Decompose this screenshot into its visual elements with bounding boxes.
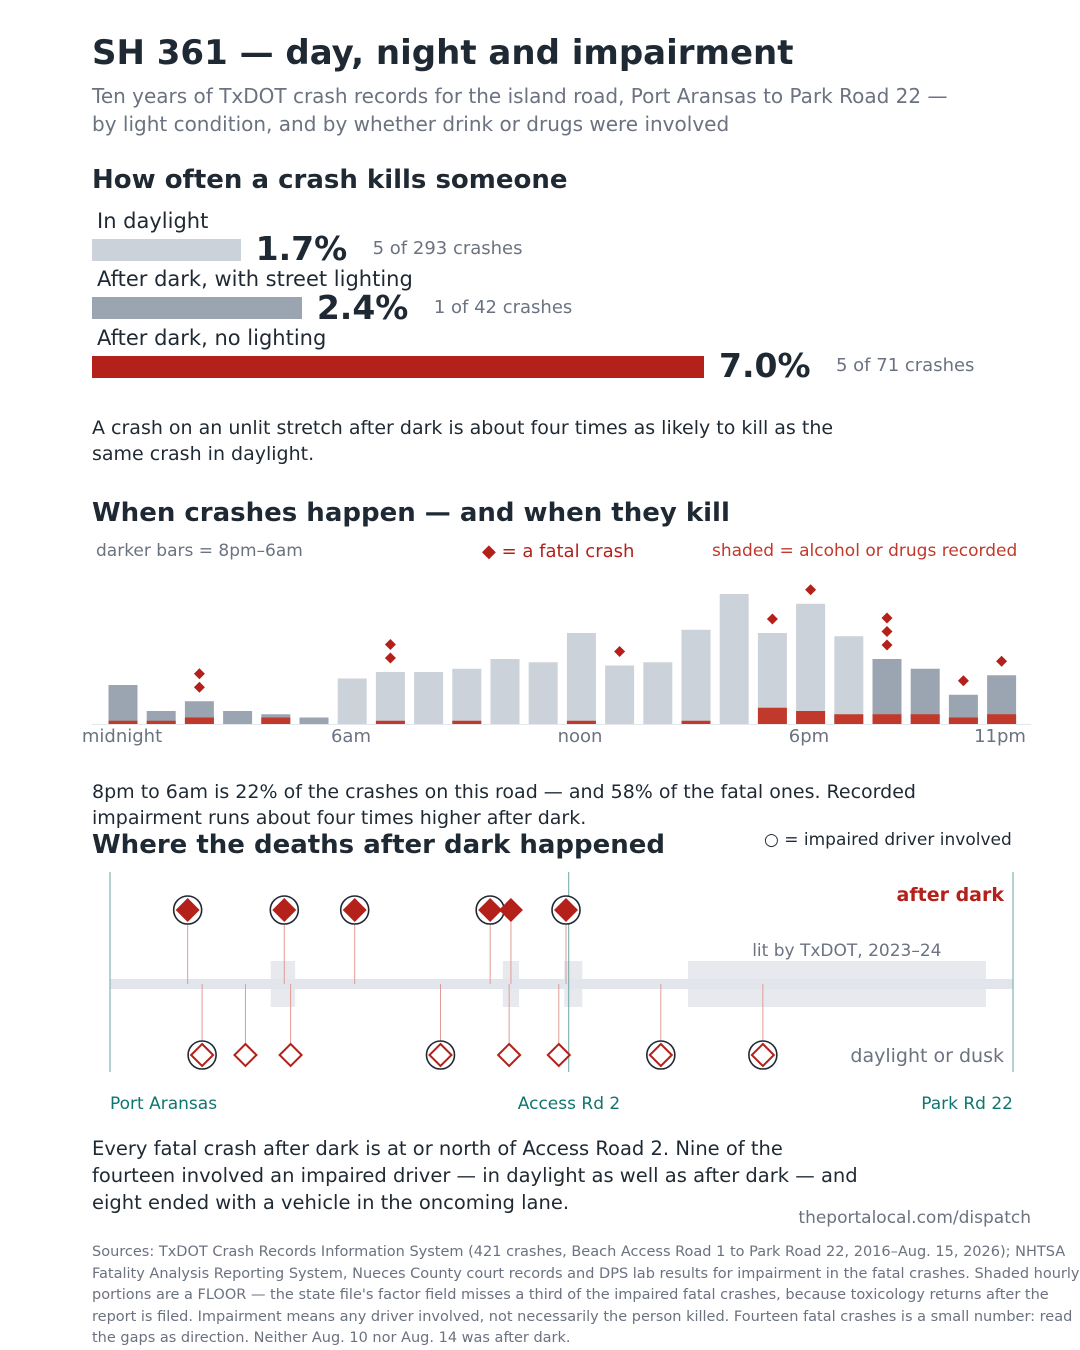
fatality-section-heading: How often a crash kills someone xyxy=(92,165,568,195)
daylight-crash-0 xyxy=(189,1042,215,1068)
page-subtitle: Ten years of TxDOT crash records for the… xyxy=(92,84,948,136)
x-tick-noon: noon xyxy=(557,726,603,747)
landmark-port-aransas: Port Aransas xyxy=(110,1094,218,1114)
rate-bar-unlit-dark xyxy=(92,356,704,378)
hour-bar-20 xyxy=(872,659,902,724)
hour-bar-15 xyxy=(681,629,711,724)
hourly-crash-chart xyxy=(92,584,1031,725)
daylight-crash-7 xyxy=(750,1042,776,1068)
fatal-marker-22-0 xyxy=(957,675,969,687)
daylight-crash-1 xyxy=(233,1042,258,1068)
rate-value-daylight: 1.7% xyxy=(255,229,348,268)
after-dark-crash-3 xyxy=(478,898,503,922)
hour-bar-19 xyxy=(834,636,864,724)
impaired-bar-18 xyxy=(796,711,826,724)
hour-bar-3 xyxy=(223,711,253,724)
fatal-marker-2-0 xyxy=(193,681,205,693)
map-note: Every fatal crash after dark is at or no… xyxy=(92,1137,858,1214)
fatality-note: A crash on an unlit stretch after dark i… xyxy=(92,417,834,465)
x-tick-11pm: 11pm xyxy=(974,726,1026,747)
road-line xyxy=(110,979,1013,989)
daylight-crash-6 xyxy=(648,1042,674,1068)
hour-bar-5 xyxy=(299,717,329,724)
impaired-bar-17 xyxy=(757,707,787,724)
fatal-marker-20-0 xyxy=(881,639,893,651)
rate-count-daylight: 5 of 293 crashes xyxy=(372,238,523,259)
impaired-bar-7 xyxy=(375,720,405,724)
impaired-bar-21 xyxy=(910,714,940,724)
row-label-after-dark: after dark xyxy=(897,884,1005,906)
fatal-marker-7-0 xyxy=(384,652,396,664)
hour-bar-0 xyxy=(108,685,138,724)
impaired-bar-23 xyxy=(987,714,1017,724)
after-dark-crash-1 xyxy=(272,898,297,922)
impaired-bar-9 xyxy=(452,720,482,724)
hour-bar-9 xyxy=(452,668,482,724)
landmark-access-rd-2: Access Rd 2 xyxy=(517,1094,621,1114)
after-dark-crash-4 xyxy=(498,898,523,922)
rate-label-daylight: In daylight xyxy=(97,209,209,233)
hourly-section-heading: When crashes happen — and when they kill xyxy=(92,498,730,528)
fatal-marker-23-0 xyxy=(996,655,1008,667)
fatal-marker-13-0 xyxy=(614,646,626,657)
impaired-bar-1 xyxy=(146,720,176,724)
impaired-bar-19 xyxy=(834,714,864,724)
rate-label-unlit-dark: After dark, no lighting xyxy=(97,326,327,350)
daylight-crash-3 xyxy=(428,1042,453,1068)
impaired-bar-2 xyxy=(184,717,214,724)
landmark-park-rd-22: Park Rd 22 xyxy=(921,1094,1013,1114)
hour-bar-11 xyxy=(528,662,558,724)
rate-bar-daylight xyxy=(92,239,241,261)
sources-note: Sources: TxDOT Crash Records Information… xyxy=(92,1244,1080,1346)
page-title: SH 361 — day, night and impairment xyxy=(92,33,794,73)
daylight-crash-5 xyxy=(546,1042,572,1068)
impaired-bar-0 xyxy=(108,720,138,724)
hour-bar-7 xyxy=(375,672,405,724)
after-dark-crash-0 xyxy=(175,898,200,922)
rate-value-lit-dark: 2.4% xyxy=(316,288,409,327)
legend-impaired-shading: shaded = alcohol or drugs recorded xyxy=(712,541,1018,561)
fatal-marker-20-2 xyxy=(881,612,893,624)
rate-count-lit-dark: 1 of 42 crashes xyxy=(433,297,573,318)
x-tick-6pm: 6pm xyxy=(788,726,830,747)
rate-count-unlit-dark: 5 of 71 crashes xyxy=(836,355,975,376)
x-tick-midnight: midnight xyxy=(81,726,163,747)
legend-dark-bars: darker bars = 8pm–6am xyxy=(96,541,303,561)
lit-label: lit by TxDOT, 2023–24 xyxy=(752,941,941,961)
hour-bar-16 xyxy=(719,594,749,724)
after-dark-crash-5 xyxy=(554,898,579,922)
fatal-marker-7-1 xyxy=(384,639,396,650)
impaired-bar-22 xyxy=(948,717,978,724)
hour-bar-12 xyxy=(566,633,596,724)
rate-label-lit-dark: After dark, with street lighting xyxy=(97,267,413,291)
legend-impaired-ring: ○ = impaired driver involved xyxy=(764,830,1012,850)
impaired-bar-20 xyxy=(872,714,902,724)
fatal-marker-17-0 xyxy=(766,613,778,625)
after-dark-crash-2 xyxy=(342,898,367,922)
map-section-heading: Where the deaths after dark happened xyxy=(92,830,665,860)
rate-bar-lit-dark xyxy=(92,297,302,319)
hour-bar-18 xyxy=(796,603,826,724)
hour-bar-14 xyxy=(643,662,673,724)
hour-bar-8 xyxy=(414,672,444,724)
fatal-marker-20-1 xyxy=(881,626,893,637)
road-location-strip: lit by TxDOT, 2023–24 after dark daylight … xyxy=(109,872,1014,1072)
fatal-marker-18-0 xyxy=(805,584,817,596)
legend-fatal-marker: ◆ = a fatal crash xyxy=(482,541,635,562)
hour-bar-6 xyxy=(337,678,367,724)
impaired-bar-4 xyxy=(261,717,291,724)
row-label-daylight: daylight or dusk xyxy=(850,1045,1004,1067)
impaired-bar-15 xyxy=(681,720,711,724)
x-tick-6am: 6am xyxy=(330,726,372,747)
daylight-crash-2 xyxy=(278,1042,304,1068)
hour-bar-10 xyxy=(490,659,520,724)
credit-link[interactable]: theportalocal.com/dispatch xyxy=(798,1208,1031,1228)
hour-bar-13 xyxy=(605,665,635,724)
rate-value-unlit-dark: 7.0% xyxy=(719,346,811,385)
hourly-note: 8pm to 6am is 22% of the crashes on this… xyxy=(92,781,916,829)
daylight-crash-4 xyxy=(496,1042,522,1068)
fatal-marker-2-1 xyxy=(193,668,205,680)
impaired-bar-12 xyxy=(566,720,596,724)
